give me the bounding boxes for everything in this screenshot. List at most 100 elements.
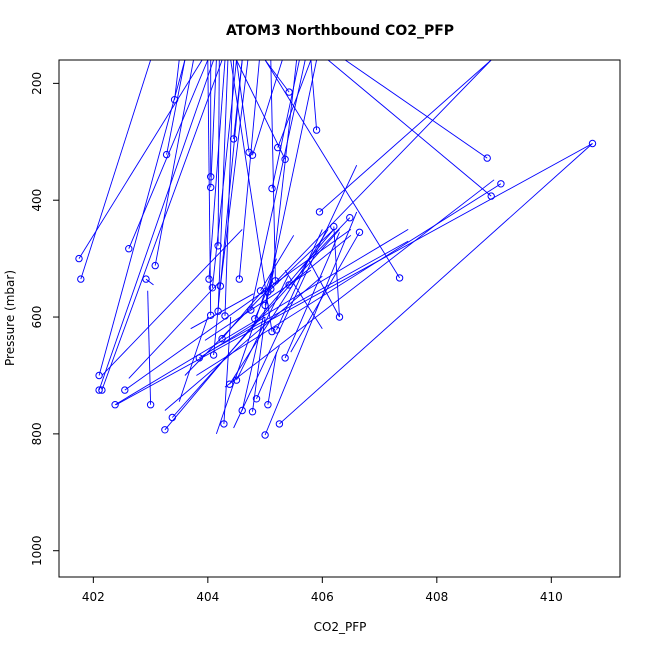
series-line-segment: [128, 60, 209, 249]
data-point: [205, 275, 213, 283]
series-line-segment: [233, 60, 243, 139]
data-point: [248, 408, 257, 416]
series-line-segment: [224, 179, 495, 388]
series-line-segment: [204, 269, 312, 341]
data-point: [95, 386, 103, 394]
series-line-segment: [264, 60, 290, 93]
series-line-segment: [319, 60, 492, 213]
y-tick-label: 600: [30, 306, 44, 329]
series-line-segment: [279, 143, 593, 425]
data-point: [95, 371, 103, 380]
chart-title: ATOM3 Northbound CO2_PFP: [226, 23, 454, 39]
data-point: [121, 386, 129, 394]
data-point: [162, 150, 171, 159]
data-point: [281, 354, 289, 362]
data-point: [238, 406, 246, 415]
series-line-segment: [277, 60, 312, 148]
data-point: [75, 254, 83, 263]
series-line-segment: [223, 316, 232, 424]
data-point: [274, 143, 282, 152]
data-point: [268, 184, 276, 193]
data-point: [214, 307, 222, 315]
series-line-segment: [290, 232, 360, 353]
data-point: [330, 222, 338, 231]
series-line-segment: [236, 275, 289, 381]
series-line-segment: [184, 60, 492, 376]
series-line-segment: [210, 60, 217, 188]
data-point: [497, 180, 505, 188]
plot-frame: [58, 59, 621, 578]
data-point: [208, 284, 217, 292]
data-point: [214, 242, 222, 250]
series-line-segment: [327, 60, 492, 197]
y-tick-label: 200: [30, 72, 44, 95]
series-line-segment: [101, 60, 223, 391]
series-line-segment: [98, 60, 215, 391]
data-point: [161, 426, 169, 434]
y-axis: 200 400 600 800 1000: [30, 72, 59, 566]
data-point: [268, 327, 276, 336]
data-point: [232, 376, 241, 384]
data-point: [395, 274, 404, 282]
series-line-segment: [207, 240, 409, 353]
data-point: [355, 228, 364, 237]
series-line-segment: [145, 278, 154, 286]
data-point: [207, 173, 215, 181]
data-point: [261, 431, 269, 439]
series-line-segment: [164, 275, 323, 411]
data-point: [281, 155, 289, 164]
data-point: [209, 351, 218, 359]
data-point: [285, 281, 293, 289]
series-line-segment: [217, 60, 220, 246]
points-layer: [75, 88, 597, 439]
data-point: [271, 277, 280, 285]
data-point: [588, 139, 597, 148]
data-point: [272, 326, 281, 334]
series-line-segment: [174, 60, 180, 100]
x-tick-label: 402: [82, 590, 105, 604]
data-point: [335, 313, 344, 321]
x-tick-label: 410: [540, 590, 563, 604]
series-line-segment: [229, 229, 329, 385]
series-line-segment: [128, 281, 220, 379]
series-line-segment: [207, 60, 212, 316]
x-axis: 402 404 406 408 410: [82, 577, 563, 604]
series-line-segment: [208, 60, 226, 280]
data-point: [225, 380, 234, 388]
data-point: [218, 335, 226, 343]
series-line-segment: [267, 352, 277, 405]
series-line-segment: [284, 270, 323, 329]
data-point: [216, 282, 225, 290]
x-tick-label: 406: [311, 590, 334, 604]
data-point: [483, 154, 491, 162]
series-line-segment: [238, 60, 260, 280]
series-line-segment: [288, 234, 352, 286]
data-point: [256, 287, 265, 295]
series-line-segment: [299, 217, 351, 271]
series-line-segment: [115, 143, 593, 406]
y-tick-label: 800: [30, 422, 44, 445]
data-point: [170, 96, 179, 104]
data-point: [275, 420, 284, 428]
data-point: [195, 354, 204, 362]
series-line-segment: [270, 60, 276, 281]
data-point: [487, 192, 495, 200]
data-point: [168, 413, 177, 422]
series-line-segment: [215, 258, 277, 435]
series-line-segment: [219, 60, 249, 287]
series-line-segment: [166, 60, 186, 155]
y-tick-label: 1000: [30, 535, 44, 566]
series-line-segment: [233, 165, 358, 429]
series-line-segment: [80, 60, 152, 280]
series-line-segment: [276, 229, 323, 331]
series-line-segment: [224, 60, 235, 316]
x-axis-label: CO2_PFP: [314, 620, 367, 634]
data-point: [111, 401, 119, 409]
series-line-segment: [264, 60, 400, 279]
data-point: [142, 275, 150, 283]
data-point: [77, 275, 85, 283]
data-point: [264, 401, 272, 409]
